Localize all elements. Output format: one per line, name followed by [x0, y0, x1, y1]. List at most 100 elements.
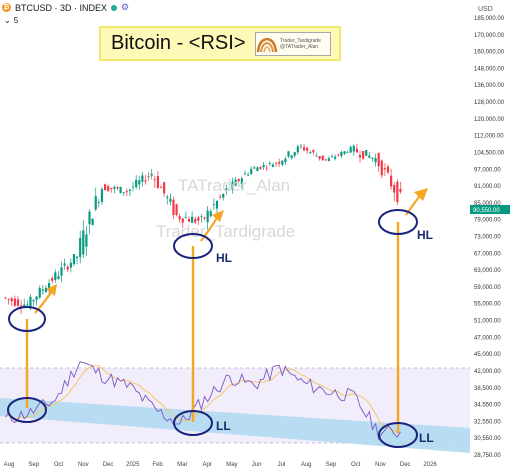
interval-badge[interactable]: 5 — [13, 16, 19, 25]
candle-body — [150, 173, 153, 176]
author-logo: Trader_Tardigrade @TATrader_Alan — [255, 32, 331, 56]
current-price-tag — [470, 205, 510, 214]
time-tick-label: 2026 — [423, 462, 437, 468]
candle-body — [128, 189, 132, 191]
settings-icon[interactable]: ⚙ — [121, 2, 130, 12]
candle-body — [312, 150, 315, 153]
candle-body — [315, 155, 318, 157]
candle-body — [147, 176, 150, 178]
time-tick-label: Sep — [28, 462, 39, 468]
bitcoin-icon: ₿ — [2, 3, 11, 12]
candle-body — [119, 186, 122, 193]
price-tick-label: 136,000.00 — [474, 83, 505, 89]
candle-body — [337, 154, 340, 156]
candle-body — [393, 185, 396, 193]
candle-body — [246, 174, 250, 176]
symbol-row[interactable]: ₿ BTCUSD · 3D · INDEX ⚙ — [2, 2, 129, 13]
up-arrow-1-icon — [34, 290, 53, 314]
time-tick-label: Mar — [177, 462, 187, 468]
candle-body — [290, 155, 293, 159]
candle-body — [41, 289, 44, 291]
candle-body — [60, 267, 63, 276]
price-tick-label: 28,750.00 — [474, 453, 501, 459]
candle-body — [159, 187, 163, 189]
candle-body — [250, 168, 253, 174]
candle-body — [125, 191, 128, 193]
candle-body — [383, 168, 386, 170]
candle-body — [309, 152, 312, 154]
candle-body — [262, 164, 265, 168]
candle-body — [194, 218, 197, 223]
rsi-marker-1 — [7, 397, 47, 423]
candle-body — [75, 256, 79, 258]
candle-body — [116, 187, 119, 189]
symbol-label[interactable]: BTCUSD · 3D · INDEX — [15, 2, 108, 13]
tardigrade-logo-icon — [256, 37, 278, 53]
candle-body — [47, 283, 51, 290]
candle-body — [122, 192, 125, 194]
candle-body — [222, 194, 225, 198]
candle-body — [240, 178, 243, 184]
candle-body — [243, 173, 247, 175]
candle-body — [23, 304, 26, 308]
candle-body — [209, 211, 212, 217]
ll-marker-1 — [173, 410, 213, 436]
candle-body — [299, 145, 303, 147]
price-axis-panel[interactable]: 185,000.00 170,000.00 160,000.00 148,000.00… — [470, 0, 512, 471]
candle-body — [296, 146, 299, 153]
candle-body — [371, 157, 374, 159]
time-tick-label: May — [226, 462, 237, 468]
candle-body — [107, 186, 110, 192]
time-tick-label: Aug — [4, 462, 15, 468]
watermark-2: Trader_Tardigrade — [156, 222, 295, 241]
time-axis[interactable]: Aug Sep Oct Nov Dec 2025 Feb Mar Apr May Jun Jul Aug… — [4, 462, 438, 468]
candle-body — [4, 297, 7, 299]
arrowhead-1-icon — [46, 284, 57, 296]
candle-body — [88, 211, 91, 225]
hl-marker-2 — [173, 233, 213, 259]
price-tick-label: 120,000.00 — [474, 117, 505, 123]
candle-body — [399, 188, 402, 192]
candle-body — [79, 238, 82, 258]
candle-body — [287, 151, 290, 157]
candle-body — [63, 263, 66, 266]
candle-body — [284, 158, 287, 163]
price-tick-label: 32,550.00 — [474, 419, 501, 425]
price-tick-label: 47,000.00 — [474, 335, 501, 341]
chart-header: ₿ BTCUSD · 3D · INDEX ⚙ ⌄ 5 — [0, 0, 470, 30]
rsi-support-band — [0, 398, 470, 453]
candle-body — [85, 234, 88, 247]
candle-body — [212, 204, 215, 206]
candle-body — [358, 154, 362, 158]
time-tick-label: Apr — [202, 462, 211, 468]
candle-body — [365, 150, 368, 156]
ll-label-2: LL — [419, 431, 434, 445]
chevron-down-icon[interactable]: ⌄ — [4, 16, 11, 25]
candle-body — [156, 176, 160, 188]
candle-body — [237, 179, 240, 182]
candle-body — [191, 216, 194, 223]
candle-body — [318, 156, 321, 159]
price-tick-label: 67,000.00 — [474, 251, 501, 257]
candle-body — [380, 160, 383, 176]
candle-body — [57, 276, 60, 279]
candle-body — [327, 158, 331, 162]
candle-body — [166, 196, 169, 199]
chart-title-banner: Bitcoin - <RSI> Trader_Tardigrade @TATra… — [99, 26, 341, 61]
candle-body — [54, 272, 57, 280]
candle-body — [334, 156, 337, 159]
ll-marker-2 — [378, 422, 418, 448]
candle-body — [35, 296, 38, 300]
candle-body — [26, 304, 29, 306]
candle-body — [302, 147, 306, 151]
candle-body — [97, 202, 100, 203]
candle-body — [368, 155, 371, 158]
logo-line-2: @TATrader_Alan — [280, 44, 319, 50]
time-tick-label: Nov — [375, 462, 386, 468]
candle-body — [215, 201, 219, 209]
arrowhead-3-icon — [414, 188, 428, 201]
candle-body — [355, 148, 359, 153]
candle-body — [16, 299, 20, 306]
time-tick-label: Oct — [54, 462, 64, 468]
